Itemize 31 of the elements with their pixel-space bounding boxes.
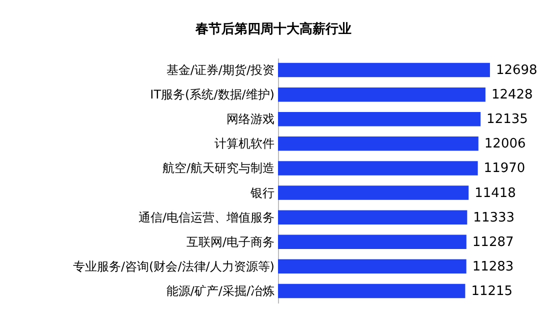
y-tick-label: 能源/矿产/采掘/冶炼: [166, 284, 274, 298]
data-label: 11970: [484, 161, 526, 176]
bar: [278, 259, 466, 274]
y-tick-label: 通信/电信运营、增值服务: [138, 210, 274, 224]
y-tick-label: IT服务(系统/数据/维护): [150, 88, 274, 102]
data-label: 11287: [472, 234, 514, 250]
data-label: 11215: [471, 284, 513, 299]
bar: [278, 284, 466, 298]
data-label: 12006: [484, 136, 526, 152]
chart-title: 春节后第四周十大高薪行业: [194, 21, 352, 37]
y-tick-label: 互联网/电子商务: [186, 234, 274, 249]
y-tick-label: 计算机软件: [214, 136, 274, 151]
y-tick-label: 基金/证券/期货/投资: [166, 63, 274, 78]
data-label: 12428: [491, 88, 533, 103]
y-tick-label: 专业服务/咨询(财会/法律/人力资源等): [73, 259, 274, 274]
data-label: 11418: [474, 186, 516, 201]
bar: [278, 161, 478, 176]
bar: [278, 210, 468, 224]
data-label: 12698: [496, 63, 538, 78]
y-tick-label: 银行: [250, 186, 274, 200]
bar: [278, 62, 490, 78]
data-label: 12135: [486, 112, 528, 128]
bar: [278, 87, 486, 102]
y-tick-label: 航空/航天研究与制造: [162, 161, 274, 176]
y-tick-label: 网络游戏: [226, 112, 274, 126]
data-label: 11283: [472, 259, 514, 274]
bar: [278, 234, 466, 249]
bar: [278, 136, 478, 151]
bar: [278, 112, 481, 126]
data-label: 11333: [473, 210, 515, 226]
bar: [278, 186, 469, 200]
